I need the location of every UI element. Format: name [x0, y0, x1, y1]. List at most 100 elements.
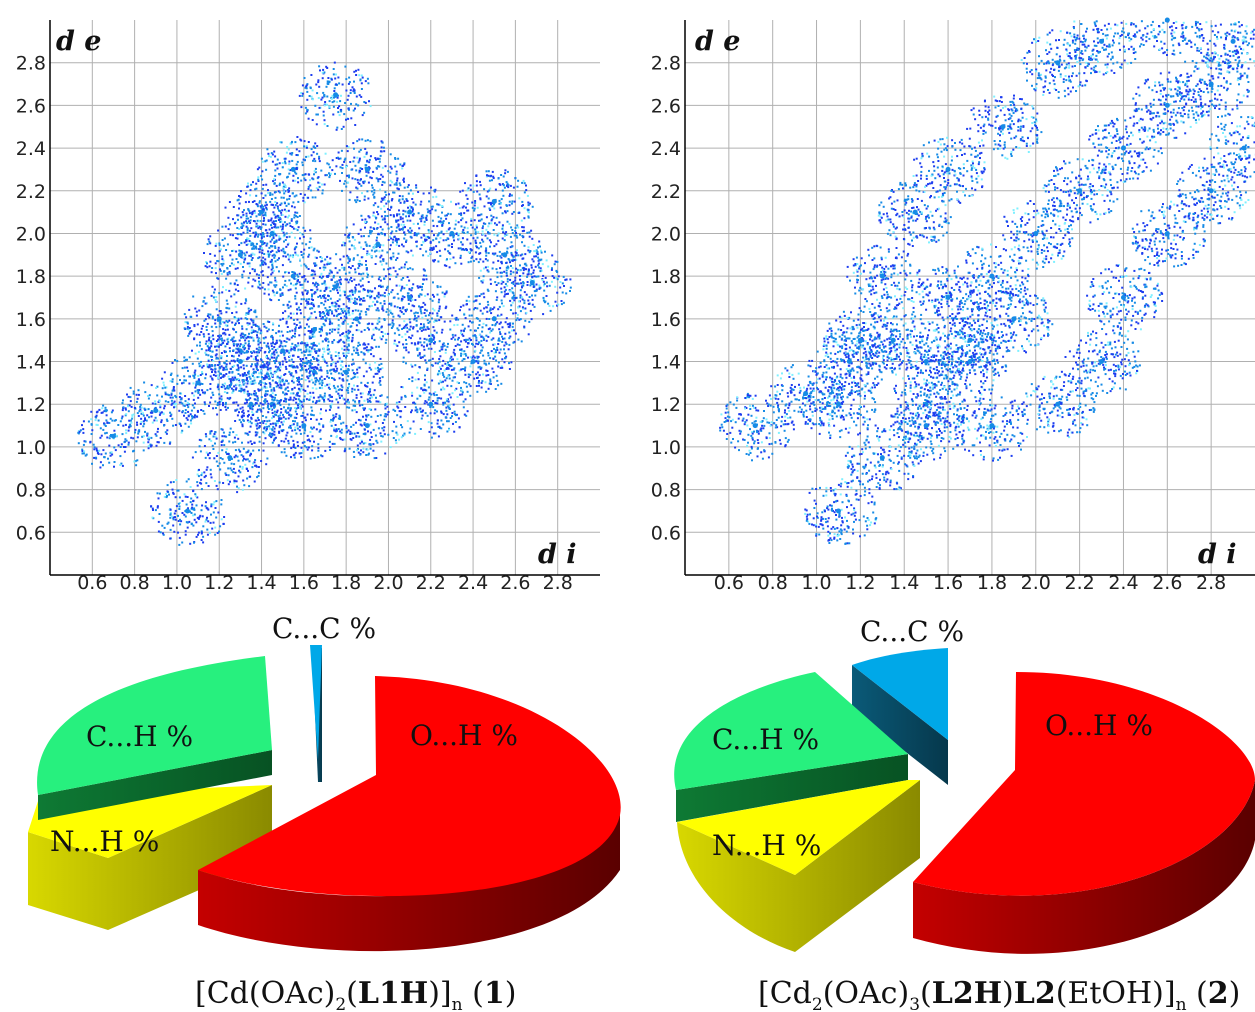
- s2-y-tick-8: 2.2: [651, 181, 681, 203]
- s1-point-33: [277, 297, 354, 364]
- pie2-slice-c-h: [674, 672, 908, 790]
- s2-y-tick-10: 2.6: [651, 95, 681, 117]
- s1-x-tick-2: 1.0: [162, 572, 192, 594]
- caption-2-sub1: 2: [812, 995, 823, 1012]
- s2-point-33: [889, 329, 964, 396]
- s1-point-5: [191, 425, 269, 494]
- s1-point-9: [205, 327, 279, 396]
- pie1-slice-c-h: [37, 656, 273, 795]
- pie2-slice-n-h-side: [677, 780, 920, 952]
- s1-x-tick-1: 0.8: [120, 572, 150, 594]
- s2-point-30: [1042, 158, 1119, 224]
- s2-point-24: [955, 392, 1028, 462]
- s2-point-35: [1175, 51, 1250, 118]
- s1-y-tick-9: 2.4: [16, 138, 46, 160]
- s1-point-31: [393, 308, 469, 376]
- pie1-slice-c-c: [310, 645, 322, 760]
- pie2-slice-c-c-side: [852, 665, 948, 785]
- s2-y-tick-4: 1.4: [651, 352, 681, 374]
- s2-x-tick-0: 0.6: [714, 572, 744, 594]
- s1-y-tick-6: 1.8: [16, 266, 46, 288]
- caption-1-sub1: 2: [335, 995, 346, 1012]
- caption-2-part1: [Cd: [758, 976, 812, 1011]
- s1-x-tick-7: 2.0: [373, 572, 403, 594]
- s1-x-tick-3: 1.2: [204, 572, 234, 594]
- pie1-slice-n-h-side: [28, 785, 272, 930]
- s1-point-10: [183, 285, 258, 353]
- y-axis-title-2: d e: [695, 26, 740, 57]
- caption-2-part7: ): [1229, 976, 1241, 1011]
- s1-y-tick-4: 1.4: [16, 352, 46, 374]
- fingerprint-plot-1: 0.6 0.8 1.0 1.2 1.4 1.6 1.8 2.0 2.2 2.4 2.6 2.8 0.6 0…: [16, 20, 600, 594]
- s1-point-1: [121, 377, 194, 447]
- caption-2-part5: (EtOH)]: [1056, 976, 1176, 1011]
- s2-point-25: [888, 394, 965, 461]
- s1-y-tick-8: 2.2: [16, 181, 46, 203]
- s1-y-tick-5: 1.6: [16, 309, 46, 331]
- s2-x-tick-10: 2.6: [1152, 572, 1182, 594]
- s1-point-30: [372, 266, 448, 333]
- s2-point-6: [890, 370, 966, 440]
- x-axis-title-2: d i: [1198, 539, 1237, 570]
- s2-point-29: [1002, 200, 1074, 270]
- pie-chart-2: C...C % C...H % N...H % O...H %: [674, 615, 1255, 954]
- s2-point-18: [1209, 116, 1255, 183]
- s2-point-5: [844, 424, 922, 491]
- s2-y-tick-0: 0.6: [651, 522, 681, 544]
- s1-x-tick-10: 2.6: [500, 572, 530, 594]
- s1-point-24: [332, 391, 406, 460]
- caption-1-bold1: L1H: [358, 976, 428, 1011]
- s1-x-tick-9: 2.4: [458, 572, 488, 594]
- s1-x-tick-4: 1.4: [246, 572, 276, 594]
- s1-y-tick-0: 0.6: [16, 522, 46, 544]
- s2-x-tick-3: 1.2: [845, 572, 875, 594]
- s2-x-tick-4: 1.4: [889, 572, 919, 594]
- pie1-slice-o-h: [198, 676, 621, 897]
- s2-point-28: [977, 286, 1054, 354]
- pie2-label-o-h: O...H %: [1045, 709, 1153, 742]
- s2-y-tick-3: 1.2: [651, 394, 681, 416]
- s2-point-31: [1088, 115, 1163, 184]
- pie1-label-n-h: N...H %: [50, 825, 159, 858]
- s2-point-8: [802, 373, 877, 439]
- s1-x-tick-11: 2.8: [543, 572, 573, 594]
- s1-x-tick-5: 1.6: [289, 572, 319, 594]
- s2-point-34: [1132, 71, 1206, 139]
- s1-x-tick-8: 2.2: [416, 572, 446, 594]
- caption-2-bold3: 2: [1208, 976, 1229, 1011]
- pie2-slice-n-h: [677, 780, 920, 875]
- s1-x-tick-6: 1.8: [331, 572, 361, 594]
- axes-1: [49, 20, 600, 576]
- s1-point-11: [203, 221, 280, 290]
- s2-point-0: [719, 392, 795, 462]
- s2-point-21: [1086, 264, 1164, 333]
- s1-point-13: [256, 136, 331, 205]
- pie2-slice-o-h-side: [913, 780, 1255, 954]
- s1-point-17: [415, 200, 490, 269]
- s2-y-tick-7: 2.0: [651, 223, 681, 245]
- s1-y-tick-3: 1.2: [16, 394, 46, 416]
- s1-x-tick-0: 0.6: [77, 572, 107, 594]
- caption-2-part3: (: [920, 976, 932, 1011]
- s2-x-tick-11: 2.8: [1196, 572, 1226, 594]
- s1-point-18: [457, 169, 534, 236]
- pie1-slice-c-h-side: [38, 750, 272, 820]
- caption-2-bold1: L2H: [932, 976, 1002, 1011]
- caption-2-part6: (: [1187, 976, 1208, 1011]
- s2-x-tick-1: 0.8: [758, 572, 788, 594]
- s2-point-20: [1131, 200, 1206, 268]
- s2-point-1: [769, 359, 845, 427]
- caption-compound-1: [Cd(OAc)2(L1H)]n (1): [195, 976, 516, 1012]
- caption-2-part2: (OAc): [823, 976, 909, 1011]
- pie2-slice-c-h-side: [676, 754, 908, 822]
- caption-1-part4: (: [463, 976, 484, 1011]
- s2-x-tick-2: 1.0: [801, 572, 831, 594]
- axes-2: [684, 20, 1255, 576]
- x-axis-title-1: d i: [538, 539, 577, 570]
- s2-point-9: [823, 307, 898, 377]
- s2-y-tick-11: 2.8: [651, 53, 681, 75]
- caption-2-part4: ): [1002, 976, 1014, 1011]
- pie1-label-o-h: O...H %: [410, 719, 518, 752]
- s2-x-tick-6: 1.8: [977, 572, 1007, 594]
- pie2-slice-c-c: [852, 648, 948, 740]
